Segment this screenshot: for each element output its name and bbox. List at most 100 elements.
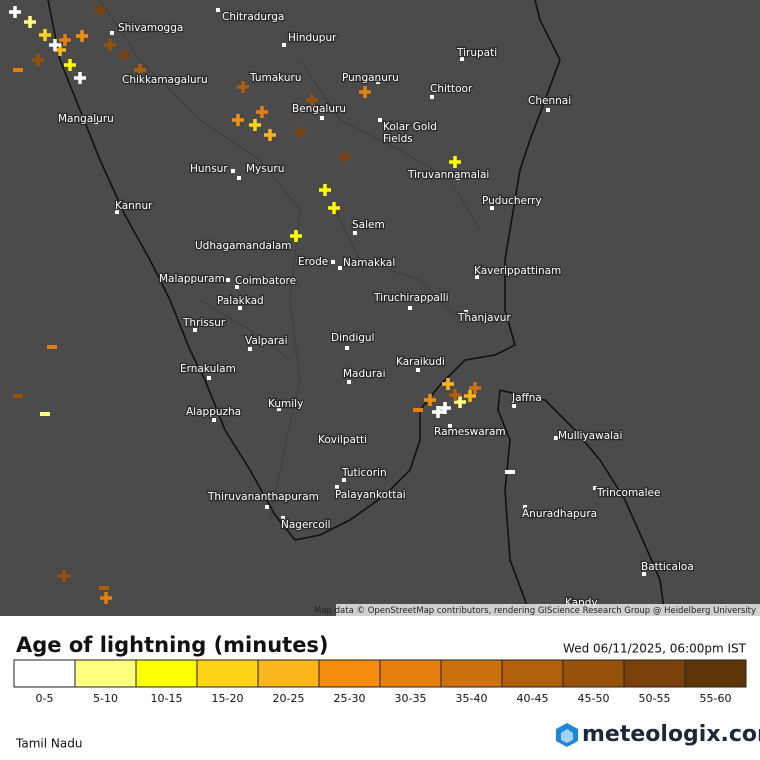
city-dot: [464, 310, 468, 314]
lightning-strike: [119, 49, 131, 61]
city-label: Valparai: [245, 335, 288, 347]
legend-swatch: [318, 659, 381, 688]
city-dot: [94, 120, 98, 124]
city-label: Udhagamandalam: [195, 240, 292, 252]
city-dot: [331, 260, 335, 264]
city-label: Kumily: [268, 398, 303, 410]
city-dot: [248, 347, 252, 351]
legend-label: 55-60: [700, 692, 732, 705]
city-dot: [342, 478, 346, 482]
legend-swatch: [440, 659, 503, 688]
city-dot: [193, 328, 197, 332]
city-label: Chennai: [528, 95, 571, 107]
lightning-strike: [100, 592, 112, 604]
city-dot: [456, 176, 460, 180]
city-dot: [226, 278, 230, 282]
legend-panel: [0, 616, 760, 760]
city-dot: [408, 306, 412, 310]
city-label: Nagercoil: [281, 519, 331, 531]
city-dot: [546, 108, 550, 112]
city-dot: [554, 436, 558, 440]
city-dot: [331, 439, 335, 443]
lightning-strike: [424, 394, 436, 406]
city-label: Tuticorin: [341, 467, 387, 479]
city-dot: [416, 368, 420, 372]
city-label: Fields: [383, 133, 413, 145]
lightning-strike: [13, 394, 23, 398]
lightning-strike: [99, 586, 109, 590]
city-dot: [235, 285, 239, 289]
brand: meteologix.com: [582, 722, 760, 747]
city-label: Kolar Gold: [383, 121, 437, 133]
city-dot: [523, 505, 527, 509]
legend-title: Age of lightning (minutes): [16, 633, 329, 657]
lightning-strike: [58, 570, 70, 582]
city-label: Thrissur: [182, 317, 226, 329]
lightning-strike: [306, 94, 318, 106]
lightning-strike: [134, 64, 146, 76]
city-labels: Shivamogga Chitradurga Hindupur Tirupati Chi…: [57, 8, 695, 610]
city-label: Chikkamagaluru: [122, 74, 208, 86]
lightning-strike: [328, 202, 340, 214]
city-label: Palayankottai: [335, 489, 406, 501]
city-label: Namakkal: [343, 257, 395, 269]
city-dot: [320, 116, 324, 120]
city-label: Kaverippattinam: [474, 265, 561, 277]
city-label: Madurai: [343, 368, 385, 380]
lightning-strike: [464, 390, 476, 402]
city-label: Bengaluru: [292, 103, 346, 115]
city-label: Mulliyawalai: [558, 430, 622, 442]
city-label: Hunsur: [190, 163, 228, 175]
city-label: Chitradurga: [222, 11, 284, 23]
legend-swatch: [501, 659, 564, 688]
legend-label: 20-25: [273, 692, 305, 705]
city-label: Jaffna: [511, 392, 542, 404]
legend-label: 30-35: [395, 692, 427, 705]
legend-swatch: [196, 659, 259, 688]
lightning-strike: [432, 406, 444, 418]
city-label: Rameswaram: [434, 426, 506, 438]
attribution-box: [336, 604, 760, 616]
legend-label: 45-50: [578, 692, 610, 705]
city-label: Punganuru: [342, 72, 399, 84]
city-label: Coimbatore: [235, 275, 296, 287]
legend-swatch: [74, 659, 137, 688]
lightning-strike: [9, 6, 21, 18]
lightning-strike: [290, 230, 302, 242]
city-label: Mysuru: [246, 163, 284, 175]
city-dot: [376, 80, 380, 84]
city-dot: [448, 424, 452, 428]
lightning-strike: [237, 81, 249, 93]
lightning-strike: [319, 184, 331, 196]
lightning-strike: [76, 30, 88, 42]
city-label: Palakkad: [217, 295, 264, 307]
city-label: Karaikudi: [396, 356, 445, 368]
lightning-strikes: [9, 4, 515, 604]
legend-scale: 0-5 5-10 10-15 15-20 20-25 25-30 30-35 35-40 40-…: [13, 659, 747, 705]
city-dot: [642, 572, 646, 576]
lightning-strike: [256, 106, 268, 118]
lightning-strike: [49, 39, 61, 51]
lightning-strike: [413, 408, 423, 412]
city-label: Dindigul: [331, 332, 374, 344]
city-label: Kovilpatti: [318, 434, 367, 446]
legend-swatch: [257, 659, 320, 688]
lightning-strike: [39, 29, 51, 41]
lightning-strike: [505, 470, 515, 474]
city-dot: [207, 376, 211, 380]
lightning-strike: [74, 72, 86, 84]
city-label: Tiruchirappalli: [373, 292, 449, 304]
lightning-strike: [454, 396, 466, 408]
city-label: Anuradhapura: [522, 508, 597, 520]
city-dot: [231, 169, 235, 173]
city-dot: [475, 275, 479, 279]
lightning-strike: [13, 68, 23, 72]
lightning-strike: [359, 86, 371, 98]
boundaries: [99, 0, 481, 521]
city-label: Ernakulam: [180, 363, 236, 375]
brand-icon-inner: [561, 729, 573, 743]
lightning-strike: [24, 16, 36, 28]
lightning-strike: [449, 156, 461, 168]
lightning-strike: [59, 34, 71, 46]
